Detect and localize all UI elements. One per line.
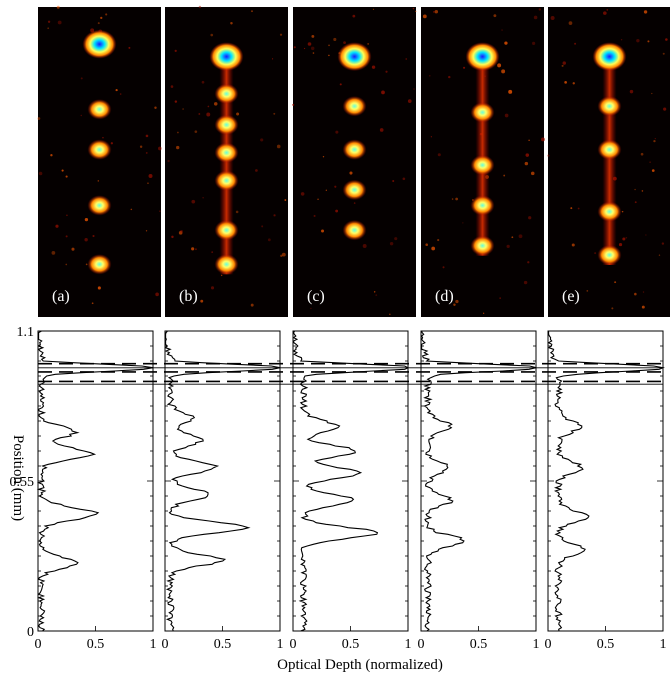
x-tick-label: 0.5 [470,637,488,652]
atom-cloud-blob [465,42,500,72]
atom-cloud-blob [214,220,239,241]
panel-label: (a) [52,288,70,305]
x-tick-label: 0 [290,637,297,652]
plot-frame [292,330,409,632]
profile-panel: 0 0.5 1 [290,330,412,652]
atom-cloud-blob [342,220,367,241]
atom-cloud-blob [87,99,112,120]
y-tick-label: 1.1 [17,325,35,340]
atom-cloud-blob [592,42,627,72]
profile-panel: 0 0.5 1 [162,330,284,652]
profile-curve [292,330,410,632]
x-tick-label: 0.5 [342,637,360,652]
atom-cloud-blob [597,244,622,266]
plot-frame [37,330,154,632]
profile-panel: 0 0.5 1 [35,330,157,652]
atom-cloud-blob [214,142,239,163]
atom-cloud-blob [87,254,112,275]
profile-curve [547,331,665,632]
atom-cloud-blob [597,96,622,117]
atom-cloud-blob [337,42,372,72]
profile-curve [420,330,537,632]
x-tick-label: 0 [545,637,552,652]
x-tick-label: 0.5 [214,637,232,652]
atom-cloud-blob [597,139,622,160]
atom-cloud-blob [342,96,367,117]
atom-cloud-blob [470,154,495,176]
image-panel: (c) [292,7,417,317]
x-tick-label: 0 [418,637,425,652]
y-tick-label: 0.55 [10,475,35,490]
atom-cloud-blob [214,254,239,275]
atom-cloud-blob [470,235,495,256]
x-tick-label: 1 [150,637,157,652]
atom-cloud-blob [342,179,367,201]
atom-cloud-blob [214,114,239,135]
panel-label: (e) [562,288,580,305]
x-tick-label: 0.5 [87,637,105,652]
atom-cloud-blob [214,170,239,191]
atom-cloud-blob [470,195,495,216]
atom-cloud-blob [597,201,622,222]
panel-label: (b) [179,288,198,305]
profile-panel: 0 0.5 1 [545,330,667,652]
profile-panel: 0 0.5 1 [418,330,540,652]
x-tick-label: 0.5 [597,637,615,652]
image-strip: (a) (b) (c) (d) (e) [37,5,670,317]
image-panel: (a) [37,5,162,317]
x-tick-label: 1 [533,637,540,652]
x-tick-label: 1 [405,637,412,652]
panel-label: (c) [307,288,325,305]
panel-label: (d) [435,288,454,305]
atom-cloud-blob [342,139,367,160]
x-tick-label: 0 [35,637,42,652]
atom-cloud-blob [87,139,112,160]
image-panel: (b) [165,5,288,317]
y-tick-label: 0 [27,625,34,640]
plot-frame [420,330,537,632]
atom-cloud-blob [209,42,244,72]
y-axis-label: Position (mm) [10,435,26,521]
x-tick-label: 1 [660,637,667,652]
x-tick-label: 0 [162,637,169,652]
atom-cloud-blob [82,29,117,59]
x-tick-label: 1 [277,637,284,652]
image-panel: (e) [547,7,670,317]
plot-frame [164,330,281,632]
image-panel: (d) [421,7,545,317]
atom-cloud-blob [214,83,239,105]
atom-cloud-blob [470,102,495,123]
x-axis-label: Optical Depth (normalized) [277,657,443,673]
atom-cloud-blob [87,195,112,216]
profile-plots: 0 0.5 1 0 0.5 1 0 0.5 1 0 0.5 1 0 0.5 100.551.1 [10,325,667,652]
